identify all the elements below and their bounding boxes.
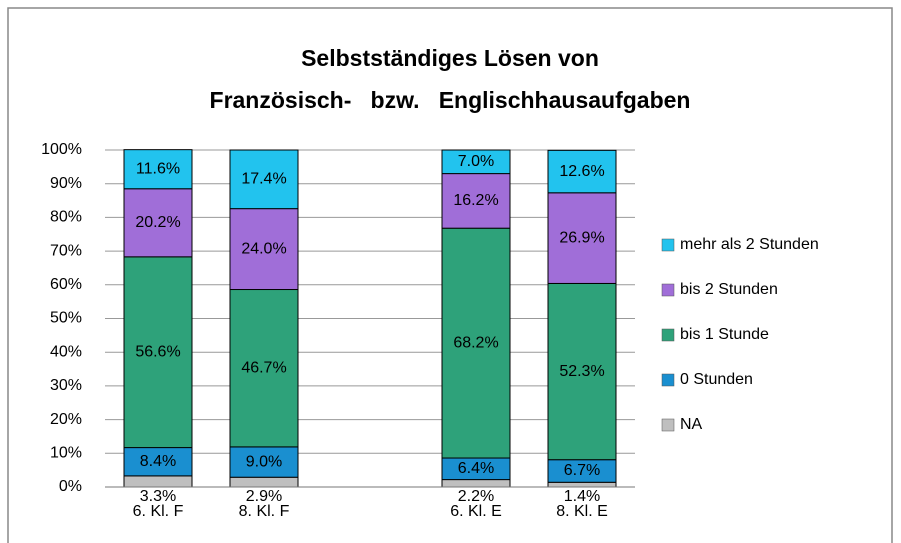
bar-segment: [547, 149, 617, 194]
legend-swatch: [661, 418, 675, 432]
data-label: 2.2%: [458, 488, 494, 505]
data-label: 3.3%: [140, 488, 176, 505]
bar-segment: [229, 149, 299, 210]
bar-segment: [229, 208, 299, 291]
bar-segment: [123, 475, 193, 488]
bar-segment: [547, 192, 617, 284]
y-tick-label: 60%: [50, 276, 82, 293]
legend-label: NA: [680, 416, 703, 433]
bar-segment: [123, 256, 193, 449]
data-label: 7.0%: [458, 153, 494, 170]
y-tick-label: 100%: [41, 141, 82, 158]
legend-swatch: [661, 328, 675, 342]
y-tick-label: 50%: [50, 310, 82, 327]
bar-segment: [441, 173, 511, 229]
x-tick-label: 8. Kl. E: [556, 503, 608, 520]
legend-swatch: [661, 373, 675, 387]
y-tick-label: 90%: [50, 175, 82, 192]
bar-segment: [547, 481, 617, 488]
y-tick-label: 30%: [50, 377, 82, 394]
bar-segment: [229, 476, 299, 488]
bar-segment: [123, 447, 193, 477]
bar-segment: [123, 149, 193, 190]
data-label: 17.4%: [241, 171, 286, 188]
data-label: 26.9%: [559, 229, 604, 246]
bar-segment: [229, 446, 299, 478]
bar-segment: [441, 479, 511, 488]
data-label: 8.4%: [140, 453, 176, 470]
data-label: 24.0%: [241, 240, 286, 257]
bar-segment: [547, 282, 617, 461]
data-label: 6.7%: [564, 462, 600, 479]
bar-segment: [229, 289, 299, 448]
data-label: 52.3%: [559, 363, 604, 380]
legend-label: bis 2 Stunden: [680, 281, 778, 298]
chart-title: Französisch- bzw. Englischhausaufgaben: [210, 87, 691, 113]
bar-segment: [441, 227, 511, 459]
y-tick-label: 80%: [50, 209, 82, 226]
y-tick-label: 0%: [59, 478, 82, 495]
x-tick-label: 6. Kl. E: [450, 503, 502, 520]
data-label: 12.6%: [559, 163, 604, 180]
x-tick-label: 8. Kl. F: [239, 503, 290, 520]
y-tick-label: 40%: [50, 343, 82, 360]
data-label: 2.9%: [246, 488, 282, 505]
y-tick-label: 10%: [50, 445, 82, 462]
data-label: 6.4%: [458, 460, 494, 477]
data-label: 68.2%: [453, 334, 498, 351]
data-label: 1.4%: [564, 488, 600, 505]
bar-segment: [123, 188, 193, 258]
legend-label: 0 Stunden: [680, 371, 753, 388]
data-label: 11.6%: [136, 160, 180, 177]
chart-title: Selbstständiges Lösen von: [301, 45, 599, 71]
data-label: 56.6%: [135, 343, 180, 360]
bar-segment: [441, 149, 511, 175]
data-label: 46.7%: [241, 359, 286, 376]
legend-swatch: [661, 238, 675, 252]
y-tick-label: 20%: [50, 411, 82, 428]
data-label: 20.2%: [135, 214, 180, 231]
data-label: 16.2%: [453, 192, 498, 209]
legend-swatch: [661, 283, 675, 297]
legend-label: mehr als 2 Stunden: [680, 236, 819, 253]
legend-label: bis 1 Stunde: [680, 326, 769, 343]
data-label: 9.0%: [246, 453, 282, 470]
x-tick-label: 6. Kl. F: [133, 503, 184, 520]
y-tick-label: 70%: [50, 242, 82, 259]
